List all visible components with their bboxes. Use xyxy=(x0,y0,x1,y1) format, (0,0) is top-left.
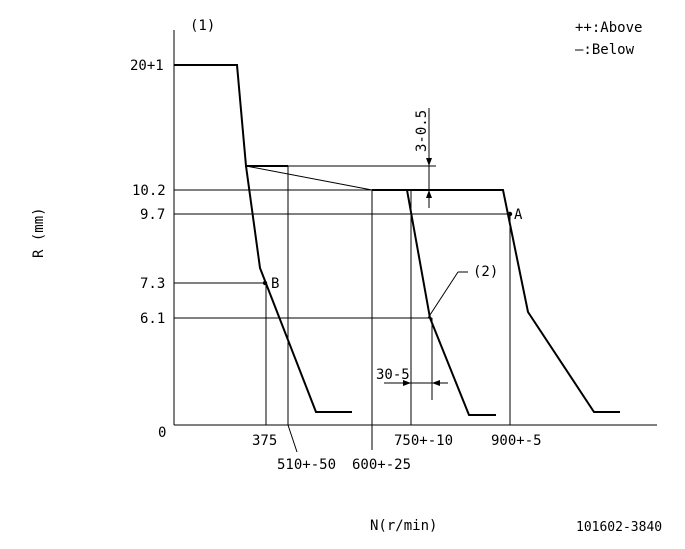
x-tick-375: 375 xyxy=(252,433,277,449)
legend-above: ++:Above xyxy=(575,20,642,36)
width-dimension-label: 30-5 xyxy=(376,367,410,383)
y-tick-10-2: 10.2 xyxy=(132,183,166,199)
y-axis-title: R (mm) xyxy=(31,207,47,258)
y-tick-0: 0 xyxy=(158,425,166,441)
arrow-down-icon xyxy=(426,158,432,166)
leader-2 xyxy=(427,271,459,319)
x-tick-510: 510+-50 xyxy=(277,457,336,473)
curve-2 xyxy=(406,189,496,416)
arrow-up-icon xyxy=(426,190,432,198)
point-b-marker xyxy=(262,280,268,286)
x-tick-750: 750+-10 xyxy=(394,433,453,449)
arrow-left-icon xyxy=(432,380,440,386)
figure-ref-label: (1) xyxy=(190,18,215,34)
y-tick-9-7: 9.7 xyxy=(140,207,165,223)
curve-full-load xyxy=(174,64,288,167)
x-axis-title: N(r/min) xyxy=(370,518,437,534)
gap-dimension-label: 3-0.5 xyxy=(414,110,430,152)
curve-b xyxy=(245,165,352,413)
point-a-label: A xyxy=(514,207,523,223)
point-b-label: B xyxy=(271,276,279,292)
x-tick-900: 900+-5 xyxy=(491,433,542,449)
ref-line-slope xyxy=(245,165,373,191)
y-tick-6-1: 6.1 xyxy=(140,311,165,327)
y-tick-20: 20+1 xyxy=(130,58,164,74)
x-tick-600: 600+-25 xyxy=(352,457,411,473)
document-code: 101602-3840 xyxy=(576,520,662,535)
legend-below: —:Below xyxy=(575,42,635,58)
curve-a xyxy=(372,189,620,413)
curve-2-label: (2) xyxy=(473,264,498,280)
y-tick-7-3: 7.3 xyxy=(140,276,165,292)
point-a-marker xyxy=(507,211,513,217)
leader-510 xyxy=(287,424,298,453)
arrow-right-icon xyxy=(403,380,411,386)
